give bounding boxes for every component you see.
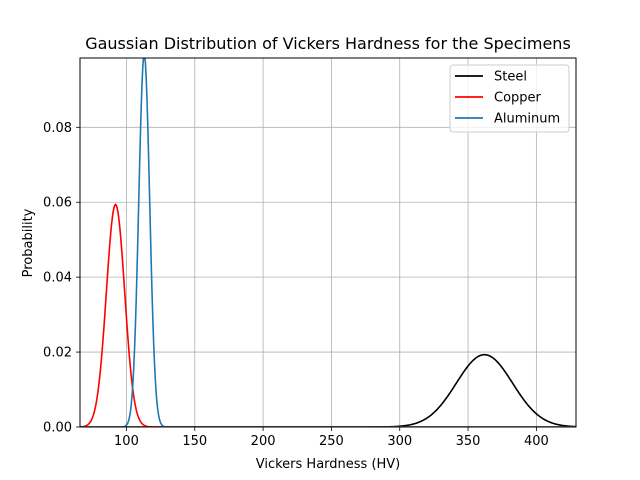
y-axis-ticks: 0.00 0.02 0.04 0.06 0.08 bbox=[43, 121, 80, 436]
y-tick-label: 0.02 bbox=[43, 346, 72, 361]
x-tick-label: 100 bbox=[114, 434, 139, 449]
y-axis-label: Probability bbox=[21, 208, 36, 277]
legend-label-steel: Steel bbox=[494, 70, 527, 85]
x-tick-label: 400 bbox=[524, 434, 549, 449]
plot-series bbox=[80, 58, 576, 427]
chart-title: Gaussian Distribution of Vickers Hardnes… bbox=[85, 34, 571, 53]
x-axis-ticks: 100 150 200 250 300 350 400 bbox=[114, 427, 549, 449]
legend: Steel Copper Aluminum bbox=[449, 64, 570, 133]
x-axis-label: Vickers Hardness (HV) bbox=[256, 457, 401, 472]
plot-frame bbox=[79, 57, 577, 428]
legend-box bbox=[449, 64, 570, 133]
series-line-steel bbox=[80, 353, 576, 427]
y-tick-label: 0.04 bbox=[43, 271, 72, 286]
legend-label-copper: Copper bbox=[494, 91, 542, 106]
series-line-aluminum bbox=[80, 58, 576, 427]
y-tick-label: 0.06 bbox=[43, 196, 72, 211]
x-tick-label: 150 bbox=[182, 434, 207, 449]
x-tick-label: 200 bbox=[251, 434, 276, 449]
x-tick-label: 300 bbox=[387, 434, 412, 449]
x-tick-label: 250 bbox=[319, 434, 344, 449]
x-tick-label: 350 bbox=[456, 434, 481, 449]
y-tick-label: 0.00 bbox=[43, 421, 72, 436]
legend-label-aluminum: Aluminum bbox=[494, 112, 560, 127]
y-tick-label: 0.08 bbox=[43, 121, 72, 136]
